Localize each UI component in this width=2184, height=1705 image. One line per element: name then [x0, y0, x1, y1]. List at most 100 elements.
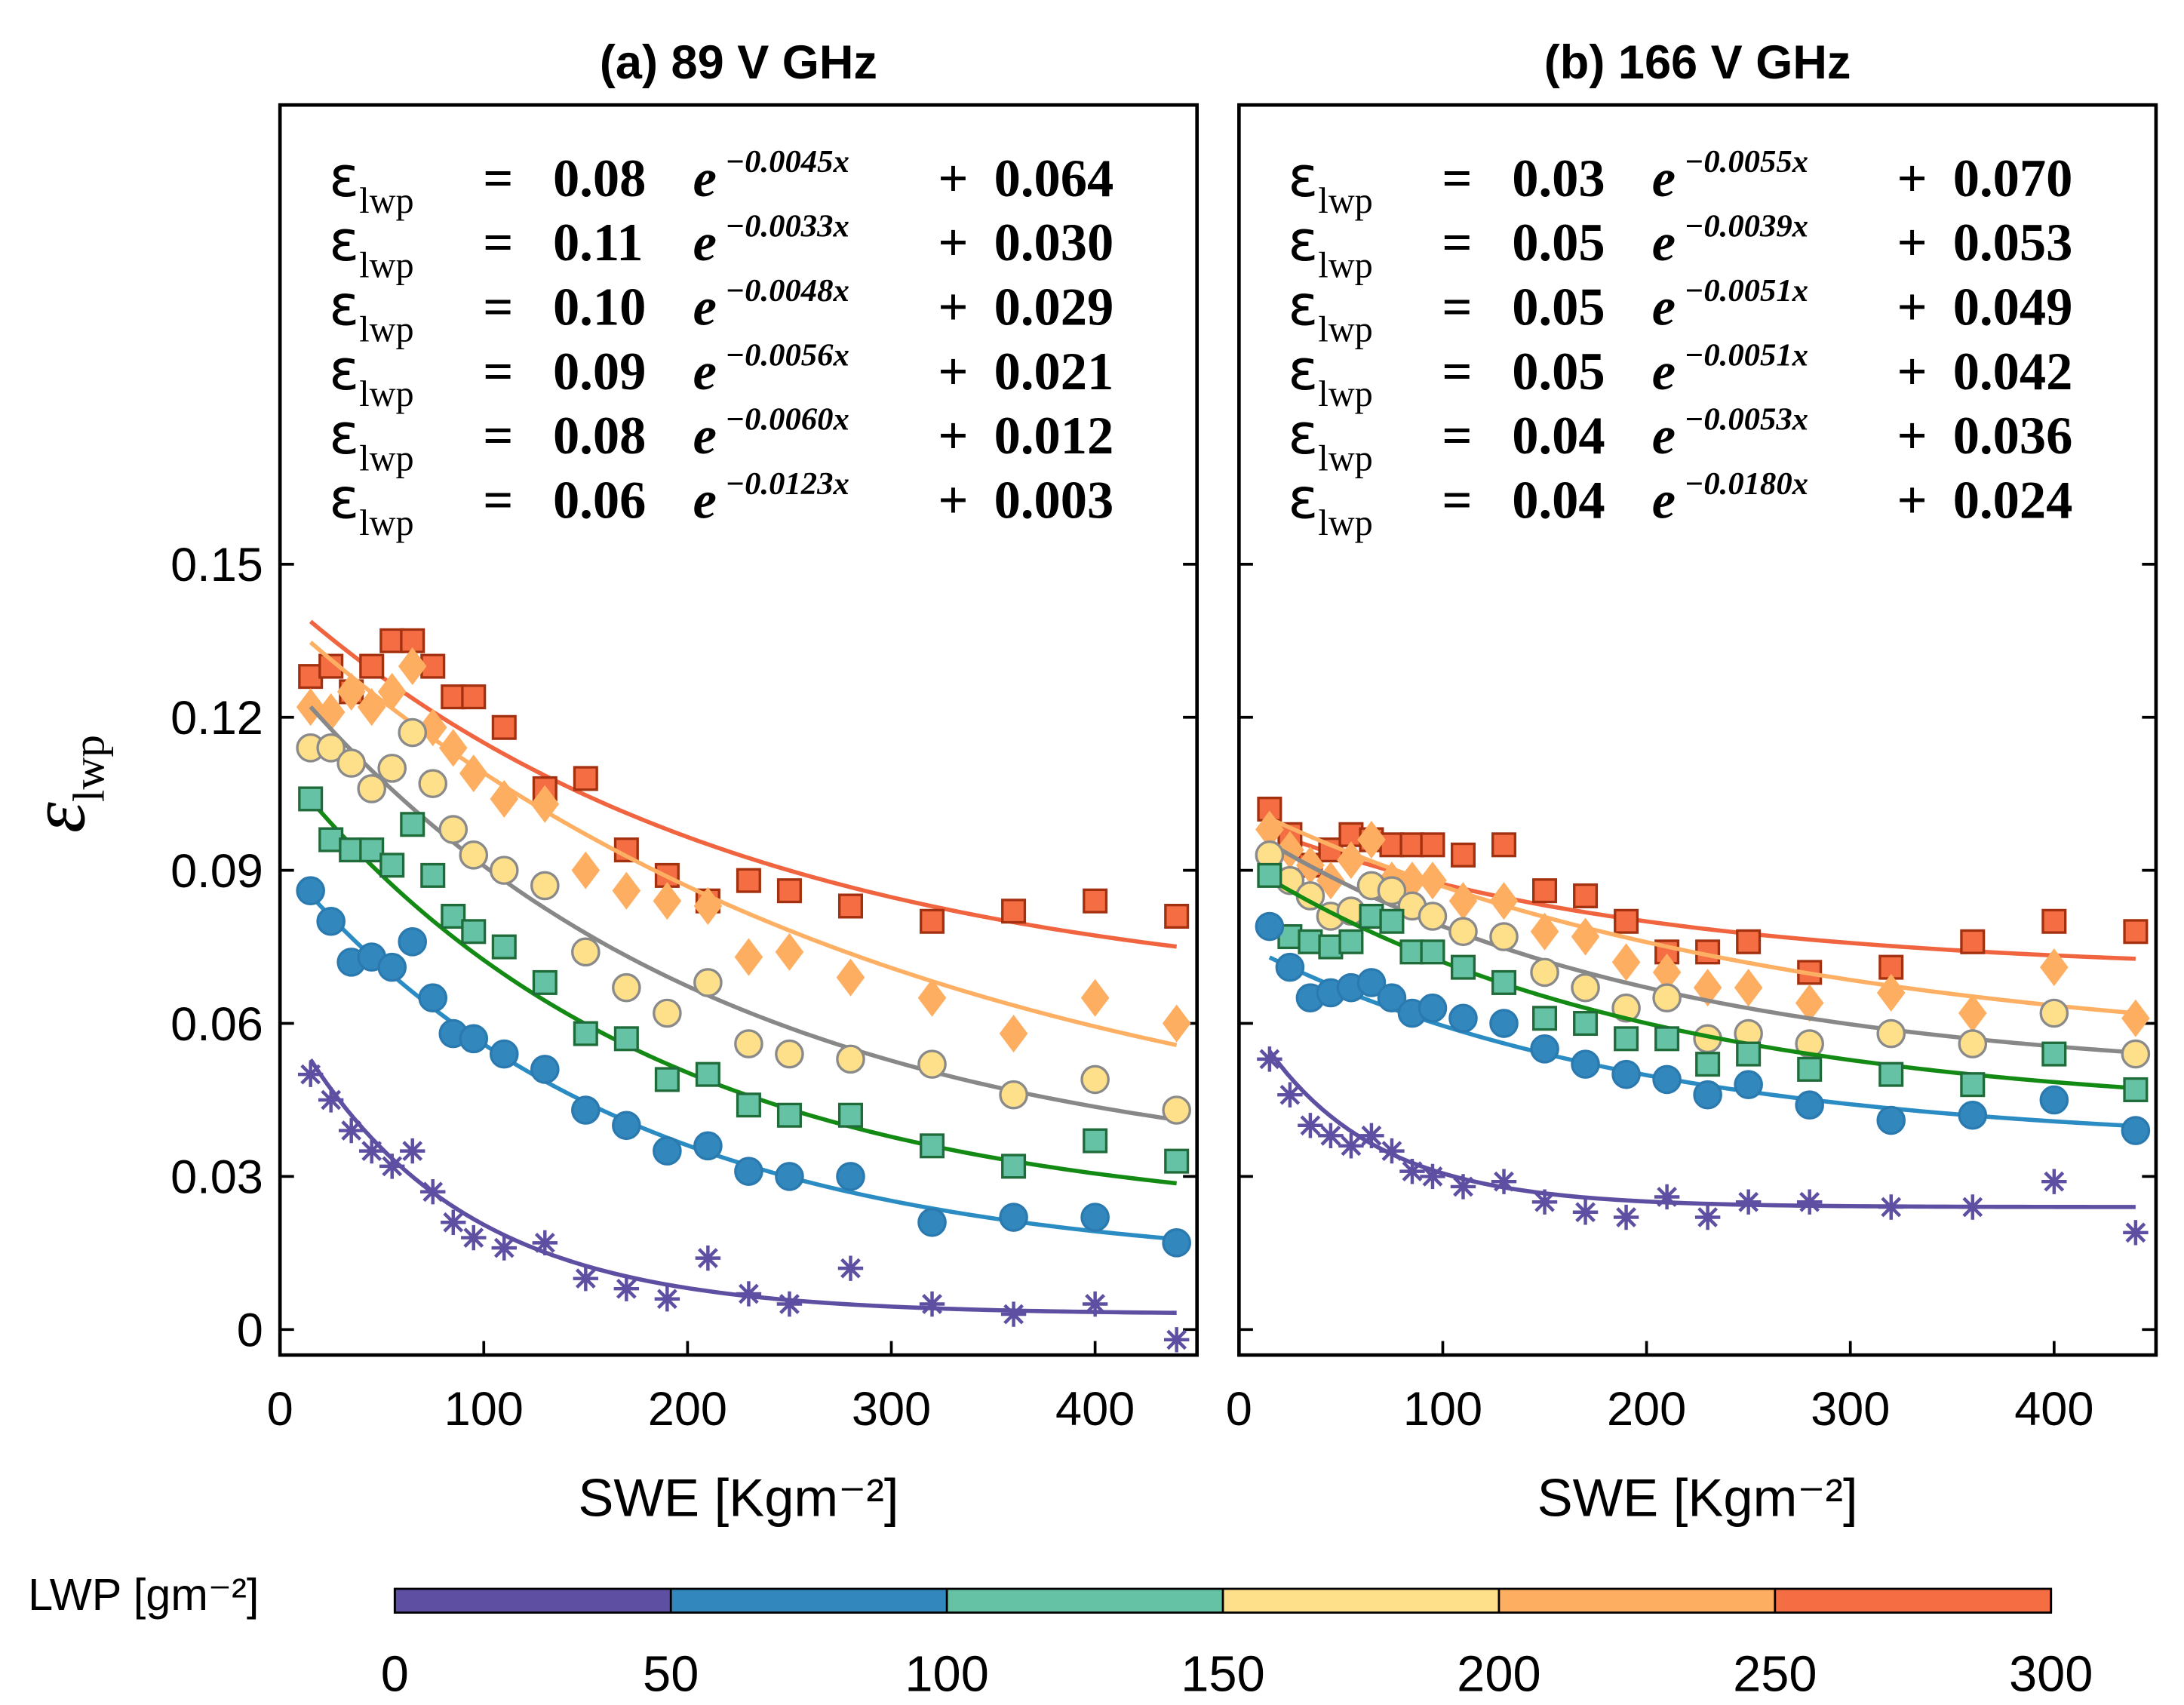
marker	[1611, 943, 1641, 982]
marker	[459, 1024, 489, 1054]
marker	[775, 1039, 804, 1069]
marker	[1379, 1138, 1405, 1164]
marker	[316, 733, 346, 763]
marker	[1532, 878, 1558, 904]
marker	[297, 1061, 324, 1087]
marker	[298, 786, 324, 812]
marker	[571, 851, 601, 889]
marker	[400, 1138, 425, 1164]
marker	[1338, 929, 1364, 954]
marker	[1571, 1049, 1600, 1079]
equation-lhs: εlwp	[329, 272, 413, 349]
marker	[316, 906, 346, 936]
equation-lhs: εlwp	[1288, 401, 1372, 478]
marker	[400, 812, 425, 837]
marker	[2041, 1041, 2067, 1067]
marker	[1693, 1080, 1722, 1110]
equation-base: e	[693, 472, 717, 530]
equation-equals: =	[483, 278, 513, 336]
equation-exponent: −0.0051x	[1684, 337, 1808, 373]
equation-exponent: −0.0056x	[725, 337, 849, 373]
equation-offset: 0.053	[1953, 214, 2073, 272]
equation-plus: +	[1897, 472, 1928, 530]
marker	[693, 886, 723, 926]
equation-exponent: −0.0051x	[1684, 273, 1808, 309]
x-tick-label: 200	[1607, 1383, 1686, 1436]
equation-base: e	[1652, 149, 1676, 208]
marker	[1162, 1004, 1191, 1043]
marker	[1693, 969, 1722, 1007]
marker	[1571, 917, 1600, 956]
marker	[1379, 908, 1405, 934]
equation-lhs: εlwp	[1288, 208, 1372, 285]
marker	[461, 684, 487, 710]
equation-subscript: lwp	[359, 374, 413, 414]
marker	[2039, 998, 2069, 1028]
marker	[377, 754, 407, 783]
equation-offset: 0.029	[994, 278, 1114, 336]
marker	[654, 1067, 680, 1092]
marker	[1958, 994, 1987, 1033]
marker	[1876, 973, 1906, 1012]
equation-offset: 0.042	[1953, 343, 2073, 401]
marker	[2121, 1116, 2151, 1145]
marker	[1960, 1194, 1986, 1220]
equation-plus: +	[1897, 149, 1928, 208]
marker	[1491, 832, 1517, 858]
marker	[1080, 1203, 1110, 1232]
marker	[695, 1061, 720, 1087]
marker	[2039, 1085, 2069, 1115]
x-tick-label: 100	[1403, 1383, 1482, 1436]
marker	[1298, 1113, 1323, 1138]
marker	[920, 908, 945, 934]
marker	[1399, 939, 1425, 965]
marker	[1795, 984, 1824, 1022]
marker	[318, 827, 344, 852]
equation-equals: =	[1442, 343, 1472, 401]
marker	[1530, 957, 1559, 988]
equation-coefficient: 0.04	[1512, 407, 1605, 465]
marker	[693, 1131, 723, 1161]
marker	[1736, 1041, 1762, 1067]
equation-base: e	[1652, 278, 1676, 336]
marker	[1614, 908, 1639, 934]
marker	[441, 1209, 466, 1235]
marker	[1420, 939, 1445, 965]
marker	[339, 837, 364, 863]
marker	[461, 1224, 487, 1251]
marker	[1878, 1061, 1904, 1087]
marker	[573, 1265, 599, 1292]
marker	[917, 1049, 947, 1079]
marker	[734, 1029, 763, 1058]
colorbar-tick-label: 100	[905, 1646, 988, 1702]
marker	[2040, 948, 2069, 987]
equation-equals: =	[1442, 214, 1472, 272]
equation-coefficient: 0.10	[553, 278, 646, 336]
equation-subscript: lwp	[1318, 374, 1372, 414]
marker	[1573, 883, 1599, 908]
equation-offset: 0.021	[994, 343, 1114, 401]
marker	[491, 1235, 517, 1261]
marker	[1876, 1018, 1906, 1049]
marker	[459, 840, 489, 870]
equation-subscript: lwp	[359, 503, 413, 543]
equation-symbol: ε	[329, 144, 359, 210]
equation-coefficient: 0.08	[553, 407, 646, 465]
marker	[532, 1230, 558, 1256]
marker	[1255, 911, 1285, 942]
marker	[1796, 1189, 1823, 1215]
marker	[441, 903, 466, 929]
equation-equals: =	[483, 343, 513, 401]
colorbar-tick-label: 250	[1733, 1646, 1817, 1702]
marker	[1164, 903, 1190, 929]
marker	[1654, 1184, 1680, 1210]
x-tick-label: 0	[1226, 1383, 1252, 1436]
equation-exponent: −0.0045x	[725, 144, 849, 180]
equation-exponent: −0.0060x	[725, 402, 849, 438]
fit-curve	[1267, 1049, 2136, 1209]
marker	[1001, 1154, 1027, 1179]
fit-curve	[309, 641, 1178, 1047]
equation-plus: +	[938, 407, 968, 465]
